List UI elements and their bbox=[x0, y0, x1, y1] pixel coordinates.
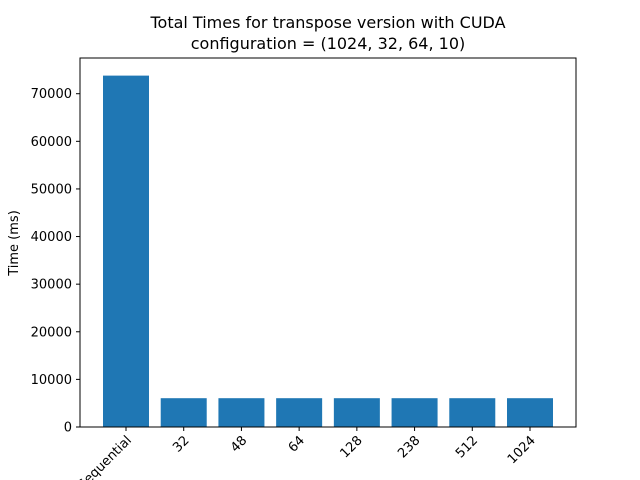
y-tick-label: 0 bbox=[64, 421, 72, 436]
bar-sequential bbox=[103, 75, 149, 428]
chart-title-line-2: configuration = (1024, 32, 64, 10) bbox=[191, 34, 466, 53]
bar-238 bbox=[391, 398, 438, 427]
bar-128 bbox=[333, 398, 380, 427]
bar-48 bbox=[218, 398, 265, 427]
bar-512 bbox=[449, 398, 496, 427]
y-tick-label: 40000 bbox=[31, 230, 72, 245]
y-tick-label: 20000 bbox=[31, 325, 72, 340]
bar-32 bbox=[160, 398, 207, 427]
chart-title-line-1: Total Times for transpose version with C… bbox=[149, 13, 505, 32]
y-tick-label: 70000 bbox=[31, 87, 72, 102]
y-tick-label: 30000 bbox=[31, 278, 72, 293]
bar-1024 bbox=[507, 398, 553, 427]
y-tick-label: 10000 bbox=[31, 373, 72, 388]
y-axis-ticks: 0 10000 20000 30000 40000 50000 60000 70000 bbox=[31, 87, 80, 436]
bars bbox=[103, 75, 553, 428]
y-axis-label: Time (ms) bbox=[7, 210, 22, 277]
y-tick-label: 60000 bbox=[31, 135, 72, 150]
bar-64 bbox=[276, 398, 323, 427]
plot-area-frame bbox=[79, 57, 577, 428]
y-tick-label: 50000 bbox=[31, 182, 72, 197]
